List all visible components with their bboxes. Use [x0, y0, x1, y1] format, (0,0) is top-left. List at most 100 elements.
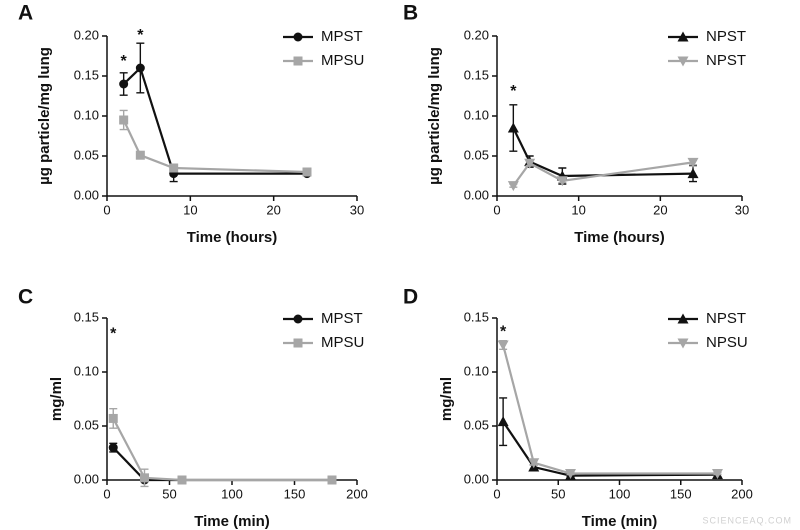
- annotation: *: [110, 325, 117, 342]
- y-tick-label: 0.15: [464, 309, 489, 324]
- y-tick-label: 0.20: [74, 27, 99, 42]
- x-axis-label: Time (hours): [574, 229, 665, 246]
- y-axis-label: mg/ml: [438, 377, 455, 421]
- data-point: [507, 181, 519, 192]
- y-tick-label: 0.05: [74, 147, 99, 162]
- data-point: [528, 458, 540, 469]
- x-tick-label: 0: [103, 202, 110, 217]
- series-line: [502, 344, 718, 475]
- y-tick-label: 0.10: [74, 107, 99, 122]
- legend-marker: [677, 56, 689, 67]
- data-point: [177, 475, 187, 485]
- x-tick-label: 50: [551, 486, 565, 501]
- y-tick-label: 0.00: [74, 187, 99, 202]
- x-axis-label: Time (min): [194, 513, 270, 530]
- data-point: [497, 340, 509, 351]
- x-axis-label: Time (hours): [187, 229, 278, 246]
- y-tick-label: 0.10: [464, 107, 489, 122]
- panel-letter: D: [403, 286, 418, 309]
- x-tick-label: 30: [735, 202, 749, 217]
- legend-label: MPST: [321, 28, 363, 45]
- y-tick-label: 0.10: [464, 363, 489, 378]
- data-point: [327, 475, 337, 485]
- legend-label: MPSU: [321, 334, 364, 351]
- data-point: [302, 167, 312, 177]
- data-point: [119, 115, 129, 125]
- x-axis-label: Time (min): [582, 513, 658, 530]
- y-tick-label: 0.00: [464, 187, 489, 202]
- legend-label: NPSU: [706, 334, 748, 351]
- data-point: [497, 416, 509, 427]
- legend-label: NPST: [706, 52, 746, 69]
- x-tick-label: 200: [346, 486, 368, 501]
- y-tick-label: 0.15: [74, 309, 99, 324]
- x-tick-label: 200: [731, 486, 753, 501]
- watermark: SCIENCEAQ.COM: [702, 515, 792, 525]
- data-point: [135, 150, 145, 160]
- legend-label: MPST: [321, 310, 363, 327]
- data-point: [687, 157, 699, 168]
- data-point: [687, 168, 699, 179]
- x-tick-label: 150: [670, 486, 692, 501]
- x-tick-label: 0: [493, 486, 500, 501]
- series-line: [122, 65, 307, 175]
- y-axis-label: µg particle/mg lung: [426, 47, 443, 185]
- y-tick-label: 0.05: [464, 417, 489, 432]
- legend-marker: [293, 314, 303, 324]
- annotation: *: [500, 323, 507, 340]
- x-tick-label: 10: [571, 202, 585, 217]
- x-tick-label: 100: [221, 486, 243, 501]
- x-tick-label: 0: [493, 202, 500, 217]
- legend-marker: [293, 32, 303, 42]
- y-tick-label: 0.00: [464, 471, 489, 486]
- y-axis-label: mg/ml: [48, 377, 65, 421]
- x-tick-label: 30: [350, 202, 364, 217]
- x-tick-label: 20: [266, 202, 280, 217]
- y-tick-label: 0.15: [74, 67, 99, 82]
- data-point: [556, 176, 568, 187]
- annotation: *: [121, 53, 128, 70]
- legend-label: NPST: [706, 28, 746, 45]
- y-tick-label: 0.00: [74, 471, 99, 486]
- data-point: [135, 63, 145, 73]
- y-tick-label: 0.15: [464, 67, 489, 82]
- legend-marker: [677, 313, 689, 324]
- data-point: [712, 469, 723, 480]
- data-point: [108, 443, 118, 453]
- data-point: [507, 122, 519, 133]
- panel-letter: A: [18, 2, 33, 25]
- series-line: [112, 417, 332, 482]
- x-tick-label: 10: [183, 202, 197, 217]
- legend-label: NPST: [706, 310, 746, 327]
- panel-letter: C: [18, 286, 33, 309]
- legend-label: MPSU: [321, 52, 364, 69]
- annotation: *: [510, 83, 517, 100]
- data-point: [140, 473, 149, 483]
- y-tick-label: 0.10: [74, 363, 99, 378]
- data-point: [119, 79, 129, 89]
- legend-marker: [677, 31, 689, 42]
- series-line: [502, 421, 718, 477]
- legend-marker: [293, 56, 303, 66]
- panel-letter: B: [403, 2, 418, 25]
- data-point: [524, 158, 536, 169]
- legend-marker: [293, 338, 303, 348]
- x-tick-label: 150: [284, 486, 306, 501]
- x-tick-label: 50: [162, 486, 176, 501]
- legend-marker: [677, 338, 689, 349]
- x-tick-label: 20: [653, 202, 667, 217]
- y-tick-label: 0.20: [464, 27, 489, 42]
- series-line: [512, 127, 694, 178]
- series-line: [122, 119, 308, 174]
- x-tick-label: 0: [103, 486, 110, 501]
- annotation: *: [137, 27, 144, 44]
- y-tick-label: 0.05: [74, 417, 99, 432]
- y-axis-label: µg particle/mg lung: [36, 47, 53, 185]
- series-line: [512, 161, 694, 187]
- data-point: [565, 469, 576, 480]
- x-tick-label: 100: [609, 486, 631, 501]
- y-tick-label: 0.05: [464, 147, 489, 162]
- data-point: [169, 163, 179, 173]
- data-point: [108, 413, 118, 423]
